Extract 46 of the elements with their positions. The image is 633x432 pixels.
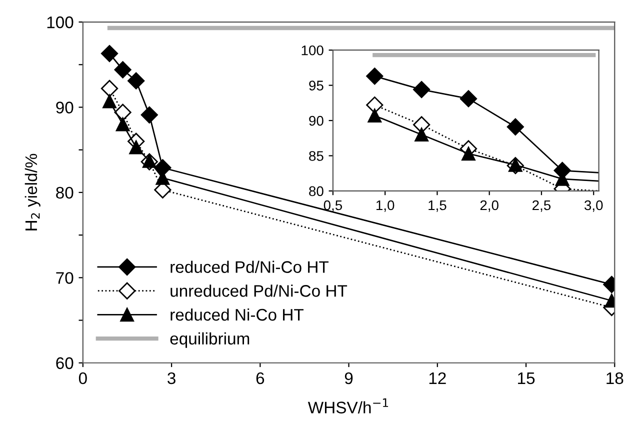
point	[129, 140, 144, 154]
x-tick-label: 18	[606, 372, 624, 384]
point	[460, 90, 478, 108]
y-axis-title: H$_{2}$ yield/%	[24, 154, 40, 230]
y-tick-label: 85	[309, 151, 324, 161]
y-tick-label: 90	[56, 102, 74, 114]
y-tick-label: 80	[309, 186, 324, 196]
legend-label: equilibrium	[170, 332, 250, 348]
x-tick-label: 0	[78, 372, 87, 384]
y-tick-label: 60	[56, 357, 74, 370]
y-tick-label: 80	[56, 186, 74, 199]
x-tick-label: 2,0	[480, 200, 498, 212]
point	[102, 94, 116, 108]
point	[413, 80, 430, 98]
legend-label: unreduced Pd/Ni-Co HT	[170, 284, 348, 297]
point	[366, 96, 384, 114]
point	[366, 68, 384, 85]
point	[462, 146, 476, 161]
point	[100, 80, 118, 98]
y-tick-label: 100	[47, 16, 74, 28]
x-tick-label: 3,0	[584, 200, 603, 212]
point	[100, 45, 118, 62]
x-tick-label: 1,5	[428, 200, 446, 212]
point	[140, 106, 158, 124]
y-tick-label: 70	[56, 272, 74, 284]
legend-label: reduced Pd/Ni-Co HT	[170, 260, 329, 273]
x-tick-label: 1,0	[376, 200, 394, 212]
x-tick-label: 3	[168, 372, 176, 384]
point	[114, 61, 132, 78]
x-tick-label: 12	[429, 372, 446, 384]
x-tick-label: 6	[256, 372, 264, 384]
x-tick-label: 2,5	[532, 200, 551, 212]
point	[116, 117, 130, 132]
point	[506, 118, 524, 136]
x-tick-label: 15	[518, 372, 535, 384]
point	[414, 128, 429, 142]
x-axis-title: WHSV/h$^{−1}$	[308, 398, 388, 414]
y-tick-label: 90	[309, 116, 324, 126]
point	[413, 116, 430, 134]
y-tick-label: 100	[302, 45, 324, 56]
legend-label: reduced Ni-Co HT	[170, 308, 304, 321]
point	[128, 72, 145, 90]
x-tick-label: 0,5	[324, 200, 342, 212]
point	[368, 108, 382, 123]
y-tick-label: 95	[309, 80, 324, 90]
x-tick-label: 9	[344, 372, 353, 384]
